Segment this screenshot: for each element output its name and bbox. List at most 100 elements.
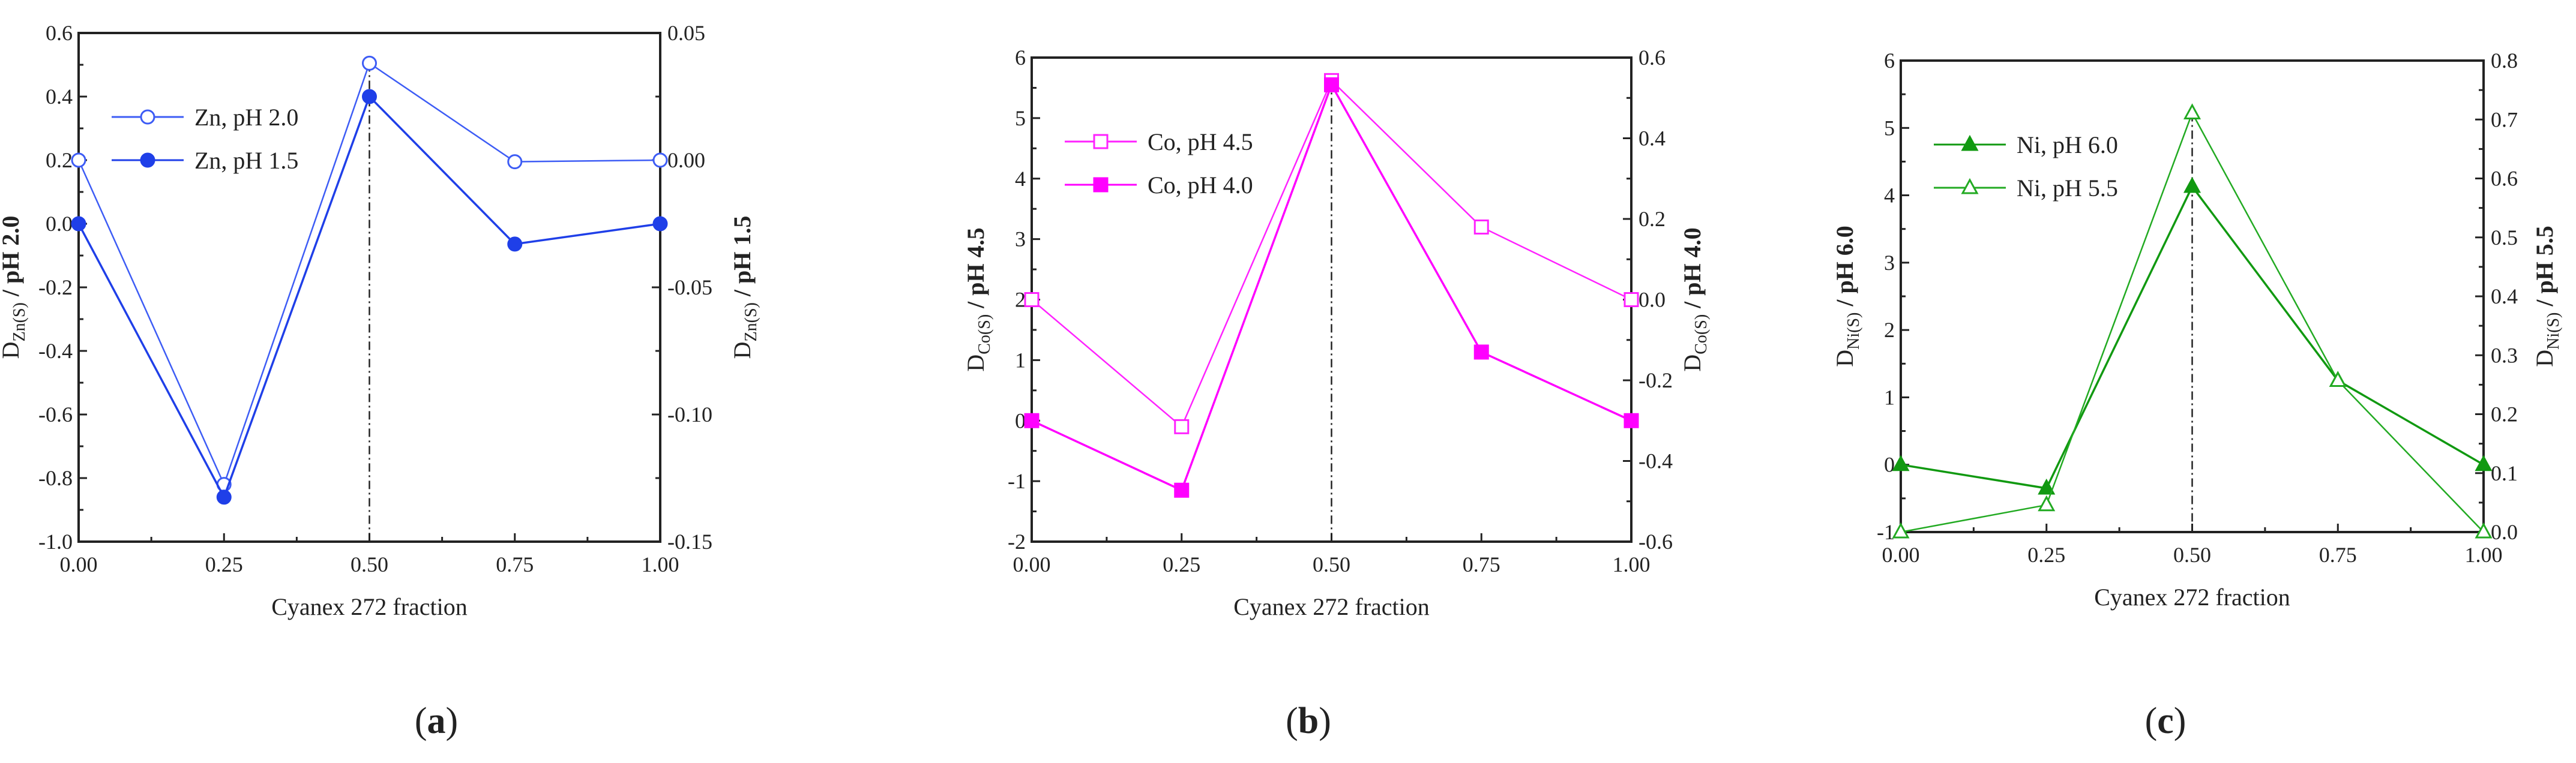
data-point bbox=[362, 55, 377, 71]
y-left-tick-label: -0.4 bbox=[38, 339, 73, 363]
panel-label-letter: c bbox=[2157, 701, 2174, 741]
series-line-0 bbox=[1900, 184, 2484, 489]
y-left-tick-label: 1 bbox=[1015, 348, 1026, 372]
axis-label-subscript: Ni(S) bbox=[1844, 313, 1863, 350]
y-left-tick-label: 6 bbox=[1884, 49, 1895, 73]
axis-label-rest: / pH 5.5 bbox=[2531, 226, 2558, 312]
x-tick-label: 0.75 bbox=[1463, 552, 1500, 576]
data-point bbox=[1473, 344, 1489, 360]
x-tick-label: 1.00 bbox=[1613, 552, 1651, 576]
y-left-tick-label: 0 bbox=[1884, 453, 1895, 477]
y-left-tick-label: 4 bbox=[1884, 184, 1895, 208]
legend-marker bbox=[140, 109, 155, 125]
panel-label: (b) bbox=[1286, 701, 1331, 741]
axis-label-main: D bbox=[2531, 350, 2558, 367]
y-right-tick-label: -0.6 bbox=[1639, 530, 1673, 554]
legend-marker bbox=[1961, 178, 1979, 194]
axis-label-subscript: Ni(S) bbox=[2544, 313, 2563, 350]
data-point bbox=[1892, 455, 1910, 471]
x-axis-title: Cyanex 272 fraction bbox=[1233, 593, 1430, 620]
y-right-tick-label: 0.5 bbox=[2491, 226, 2518, 250]
series-line-0 bbox=[1031, 79, 1632, 428]
y-left-tick-label: 5 bbox=[1015, 106, 1026, 130]
y-left-tick-label: 0.0 bbox=[46, 212, 73, 236]
legend-label: Co, pH 4.0 bbox=[1148, 172, 1253, 199]
x-tick-label: 0.50 bbox=[351, 552, 388, 576]
data-point bbox=[2475, 522, 2493, 539]
axis-label-rest: / pH 1.5 bbox=[729, 216, 756, 302]
data-point bbox=[71, 216, 86, 232]
y-left-tick-label: -1 bbox=[1008, 469, 1026, 493]
panel-label-open: ( bbox=[415, 701, 427, 741]
panel-label-open: ( bbox=[1286, 701, 1298, 741]
axis-label-main: D bbox=[729, 341, 756, 359]
data-point bbox=[1024, 292, 1040, 307]
axis-label-rest: / pH 4.5 bbox=[962, 227, 989, 314]
panel-label: (a) bbox=[415, 701, 458, 741]
data-point bbox=[1624, 413, 1639, 428]
y-right-tick-label: 0.2 bbox=[2491, 402, 2518, 426]
panel-label-close: ) bbox=[2174, 701, 2186, 741]
y-right-tick-label: 0.1 bbox=[2491, 461, 2518, 485]
x-tick-label: 0.75 bbox=[496, 552, 534, 576]
y-left-tick-label: 0.2 bbox=[46, 148, 73, 172]
y-left-axis-title: DNi(S) / pH 6.0 bbox=[1831, 226, 1863, 367]
data-point bbox=[216, 489, 232, 505]
data-point bbox=[2038, 495, 2056, 512]
y-left-axis-title: DCo(S) / pH 4.5 bbox=[962, 227, 994, 371]
legend-marker bbox=[1093, 177, 1109, 193]
y-left-tick-label: -2 bbox=[1008, 530, 1026, 554]
data-point bbox=[1473, 219, 1489, 235]
data-point bbox=[507, 154, 523, 170]
y-right-tick-label: 0.2 bbox=[1639, 207, 1666, 231]
x-tick-label: 0.25 bbox=[205, 552, 243, 576]
axis-label-subscript: Zn(S) bbox=[742, 302, 760, 341]
x-tick-label: 0.00 bbox=[1882, 543, 1920, 567]
data-point bbox=[2183, 176, 2201, 193]
y-right-tick-label: 0.4 bbox=[2491, 284, 2518, 308]
data-point bbox=[1892, 522, 1910, 539]
axis-label-subscript: Co(S) bbox=[1692, 314, 1711, 355]
x-tick-label: 0.25 bbox=[1163, 552, 1200, 576]
y-left-tick-label: 0.4 bbox=[46, 85, 73, 109]
y-right-tick-label: -0.15 bbox=[667, 530, 712, 554]
panel-label-letter: b bbox=[1298, 701, 1319, 741]
x-tick-label: 0.00 bbox=[60, 552, 98, 576]
y-right-axis-title: DZn(S) / pH 1.5 bbox=[729, 216, 760, 359]
data-point bbox=[362, 89, 377, 104]
y-left-tick-label: 2 bbox=[1884, 318, 1895, 342]
axis-label-rest: / pH 2.0 bbox=[0, 216, 24, 302]
panel-label: (c) bbox=[2145, 701, 2186, 741]
legend-label: Zn, pH 2.0 bbox=[194, 104, 298, 131]
y-left-tick-label: -1.0 bbox=[38, 530, 73, 554]
legend-label: Co, pH 4.5 bbox=[1148, 128, 1253, 155]
axis-label-main: D bbox=[962, 355, 989, 372]
data-point bbox=[652, 216, 668, 232]
data-point bbox=[652, 152, 668, 168]
y-right-tick-label: 0.6 bbox=[2491, 167, 2518, 191]
x-tick-label: 1.00 bbox=[2465, 543, 2503, 567]
y-right-tick-label: -0.10 bbox=[667, 402, 712, 426]
data-point bbox=[2475, 455, 2493, 471]
data-point bbox=[71, 152, 86, 168]
y-left-axis-title: DZn(S) / pH 2.0 bbox=[0, 216, 29, 359]
y-right-tick-label: -0.2 bbox=[1639, 368, 1673, 392]
data-point bbox=[1324, 77, 1339, 92]
legend-marker bbox=[140, 152, 155, 168]
y-left-tick-label: 2 bbox=[1015, 288, 1026, 312]
y-left-tick-label: -0.6 bbox=[38, 402, 73, 426]
legend-marker bbox=[1961, 134, 1979, 151]
panel-label-close: ) bbox=[1319, 701, 1331, 741]
chart-panel-a: 0.00 0.25 0.50 0.75 1.00 Cyanex 272 fraction -… bbox=[0, 21, 760, 741]
y-left-tick-label: 6 bbox=[1015, 46, 1026, 70]
y-left-tick-label: 1 bbox=[1884, 385, 1895, 409]
y-left-tick-label: 0 bbox=[1015, 408, 1026, 432]
panel-label-letter: a bbox=[427, 701, 446, 741]
legend-label: Zn, pH 1.5 bbox=[194, 147, 298, 174]
x-axis-title: Cyanex 272 fraction bbox=[271, 593, 468, 620]
x-tick-label: 1.00 bbox=[642, 552, 679, 576]
y-left-tick-label: 3 bbox=[1884, 251, 1895, 275]
